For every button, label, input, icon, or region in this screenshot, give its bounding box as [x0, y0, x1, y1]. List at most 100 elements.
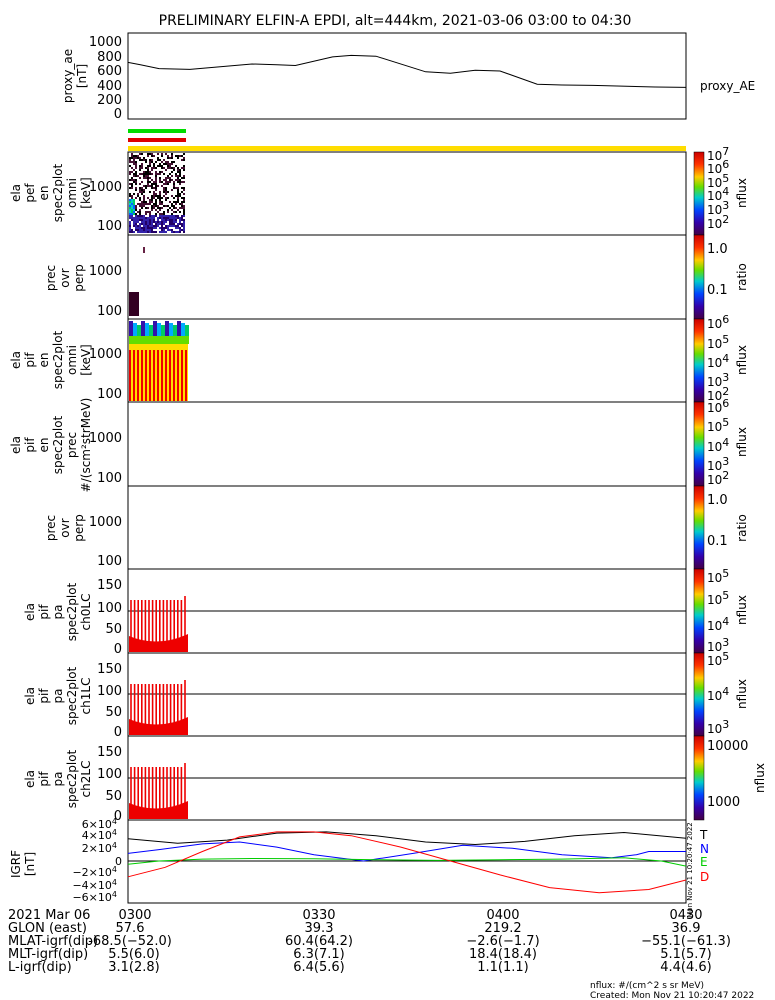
pef-spectrogram-cell	[155, 215, 157, 217]
pif-spectrogram-cell	[157, 336, 161, 344]
pef-spectrogram-cell	[171, 213, 173, 215]
pef-spectrogram-cell	[171, 231, 173, 233]
pef-spectrogram-cell	[165, 163, 167, 165]
pef-spectrogram-cell	[151, 183, 153, 185]
pef-spectrogram-cell	[177, 177, 179, 179]
pef-spectrogram-cell	[183, 177, 185, 179]
pa1-ylabel: pif	[37, 688, 51, 704]
panel-prec-ovr-perp-2: prec ovr perp 100 1000	[44, 485, 687, 570]
pef-spectrogram-cell	[175, 215, 177, 217]
footer-value: 1.1(1.1)	[477, 960, 529, 975]
pef-spectrogram-cell	[153, 207, 155, 209]
pef-spectrogram-cell	[131, 219, 133, 221]
pef-spectrogram-cell	[155, 213, 157, 215]
pef-spectrogram-cell	[173, 183, 175, 185]
pef-spectrogram-cell	[163, 159, 165, 161]
pef-spectrogram-cell	[163, 231, 165, 233]
igrf-series-n	[127, 841, 686, 862]
pef-spectrogram-cell	[149, 199, 151, 201]
pef-spectrogram-cell	[145, 225, 147, 227]
pef-spectrogram-cell	[171, 221, 173, 223]
pa1-ytick: 100	[97, 684, 122, 699]
pef-spectrogram-cell	[173, 201, 175, 203]
igrf-legend-d: D	[700, 870, 709, 884]
pef-spectrogram-cell	[129, 225, 131, 227]
pef-spectrogram-cell	[149, 219, 151, 221]
pef-spectrogram-cell	[135, 221, 137, 223]
prec2-ylabel: perp	[72, 514, 86, 542]
pef-spectrogram-cell	[177, 227, 179, 229]
pif-spectrogram-cell	[149, 336, 153, 344]
pef-spectrogram-cell	[183, 153, 185, 155]
pef-spectrogram-cell	[153, 163, 155, 165]
pef-spectrogram-cell	[183, 169, 185, 171]
pef-spectrogram-cell	[181, 159, 183, 161]
pef-spectrogram-cell	[183, 205, 185, 207]
pef-spectrogram-cell	[179, 171, 181, 173]
pef-spectrogram-cell	[155, 181, 157, 183]
cb-pif-label: nflux	[735, 345, 749, 375]
pa2-ytick: 50	[105, 789, 122, 804]
pef-spectrogram-cell	[139, 211, 141, 213]
pef-spectrogram-cell	[131, 217, 133, 219]
pef-spectrogram-cell	[143, 157, 145, 159]
pef-spectrogram-cell	[139, 199, 141, 201]
pef-spectrogram-cell	[155, 161, 157, 163]
pef-spectrogram-cell	[169, 177, 171, 179]
pif-spectrogram-cell	[169, 323, 173, 339]
pef-spectrogram-cell	[147, 207, 149, 209]
pef-spectrogram-cell	[135, 173, 137, 175]
pa-low-angle-fill	[129, 717, 188, 735]
pef-spectrogram-cell	[173, 221, 175, 223]
pef-spectrogram-cell	[131, 213, 133, 215]
pef-spectrogram-cell	[165, 177, 167, 179]
pef-spectrogram-cell	[163, 189, 165, 191]
pef-spectrogram-cell	[161, 185, 163, 187]
pef-spectrogram-cell	[139, 217, 141, 219]
pef-spectrogram-cell	[183, 211, 185, 213]
pef-spectrogram-cell	[129, 195, 131, 197]
pef-spectrogram-cell	[181, 197, 183, 199]
pef-spectrogram-cell	[129, 215, 131, 217]
pef-spectrogram-cell	[163, 213, 165, 215]
pef-spectrogram-cell	[143, 201, 145, 203]
pef-spectrogram-cell	[167, 225, 169, 227]
pif-ytick: 1000	[89, 347, 122, 362]
cb-pef-tick: 104	[707, 185, 729, 203]
pef-spectrogram-cell	[145, 231, 147, 233]
pif-ylabel: omni	[65, 345, 79, 375]
pef-spectrogram-cell	[175, 201, 177, 203]
pef-spectrogram-cell	[143, 203, 145, 205]
pef-spectrogram-cell	[129, 201, 131, 203]
igrf-ytick: 6×104	[82, 817, 117, 831]
pef-spectrogram-cell	[171, 219, 173, 221]
pef-spectrogram-cell	[165, 199, 167, 201]
ae-ytick: 0	[114, 107, 122, 122]
pef-spectrogram-cell	[141, 167, 143, 169]
pef-spectrogram-cell	[181, 217, 183, 219]
pef-spectrogram-cell	[151, 187, 153, 189]
pef-spectrogram-cell	[167, 177, 169, 179]
pef-spectrogram-cell	[139, 231, 141, 233]
pef-spectrogram-cell	[177, 199, 179, 201]
pef-spectrogram-cell	[167, 229, 169, 231]
pef-spectrogram-cell	[181, 225, 183, 227]
pef-spectrogram-cell	[147, 231, 149, 233]
pef-spectrogram-cell	[151, 155, 153, 157]
pef-spectrogram-cell	[151, 209, 153, 211]
igrf-ylabel-2: [nT]	[23, 852, 37, 876]
pef-spectrogram-cell	[139, 189, 141, 191]
pef-spectrogram-cell	[163, 215, 165, 217]
pef-spectrogram-cell	[167, 175, 169, 177]
pef-spectrogram-cell	[137, 227, 139, 229]
pef-spectrogram-cell	[157, 223, 159, 225]
pef-spectrogram-cell	[139, 213, 141, 215]
pef-spectrogram-cell	[179, 207, 181, 209]
pef-spectrogram-cell	[129, 179, 131, 181]
pef-spectrogram-cell	[181, 223, 183, 225]
pef-spectrogram-cell	[159, 231, 161, 233]
pef-spectrogram-cell	[139, 223, 141, 225]
pif-spectrogram-cell	[145, 336, 149, 344]
pef-spectrogram-cell	[175, 211, 177, 213]
